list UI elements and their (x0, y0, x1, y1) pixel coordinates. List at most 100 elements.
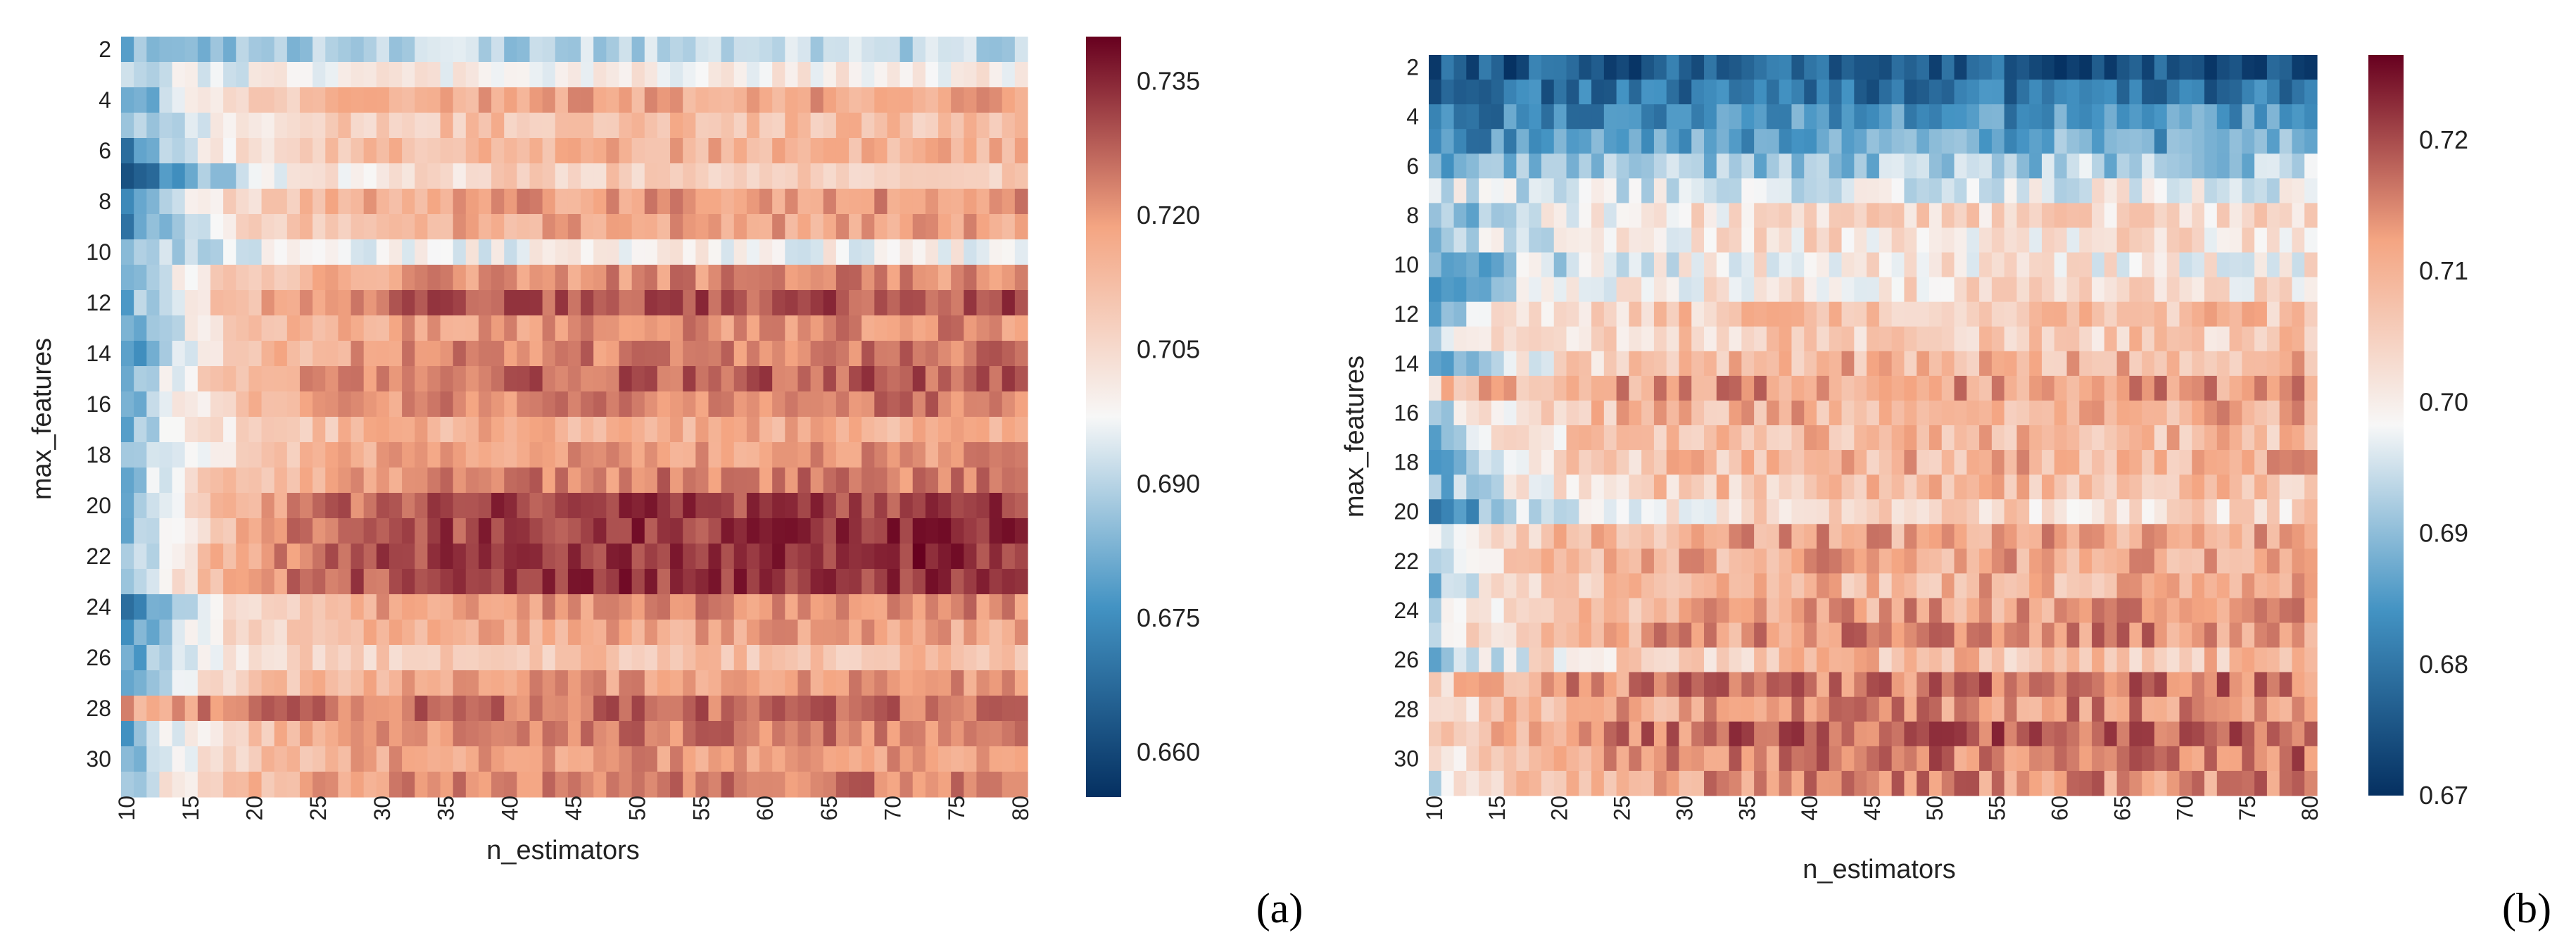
y-tick-label: 14 (86, 341, 111, 366)
heatmap-cell (887, 417, 901, 443)
heatmap-cell (197, 366, 211, 392)
heatmap-cell (1991, 178, 2005, 203)
heatmap-cell (581, 163, 594, 189)
heatmap-cell (1553, 573, 1567, 599)
heatmap-cell (1854, 475, 1867, 500)
heatmap-cell (415, 391, 428, 418)
heatmap-cell (989, 239, 1003, 265)
heatmap-cell (1453, 573, 1467, 599)
heatmap-cell (1867, 400, 1880, 426)
heatmap-cell (1854, 326, 1867, 352)
heatmap-cell (708, 341, 722, 367)
heatmap-cell (402, 696, 415, 722)
x-tick-label: 25 (1610, 796, 1635, 821)
heatmap-cell (1603, 770, 1617, 796)
heatmap-cell (2216, 647, 2230, 673)
heatmap-cell (1754, 153, 1767, 179)
heatmap-cell (1867, 524, 1880, 549)
heatmap-cell (172, 620, 186, 646)
heatmap-cell (785, 493, 799, 519)
heatmap-cell (1741, 129, 1755, 154)
heatmap-cell (1954, 524, 1967, 549)
heatmap-cell (912, 214, 926, 240)
heatmap-cell (2279, 499, 2293, 525)
heatmap-cell (1529, 696, 1542, 722)
heatmap-cell (1716, 425, 1730, 451)
heatmap-cell (849, 772, 862, 798)
heatmap-cell (465, 214, 479, 240)
heatmap-cell (644, 37, 658, 63)
heatmap-cell (2229, 153, 2242, 179)
heatmap-cell (1917, 203, 1930, 229)
heatmap-cell (312, 544, 326, 570)
heatmap-cell (248, 265, 263, 291)
heatmap-cell (657, 163, 671, 189)
heatmap-cell (593, 544, 607, 570)
heatmap-cell (1603, 400, 1617, 426)
heatmap-cell (210, 214, 224, 240)
heatmap-cell (1553, 450, 1567, 475)
heatmap-cell (759, 113, 773, 139)
heatmap-cell (1867, 129, 1880, 154)
heatmap-cell (797, 214, 812, 240)
heatmap-cell (1691, 450, 1705, 475)
heatmap-cell (989, 366, 1003, 392)
heatmap-cell (1641, 129, 1655, 154)
heatmap-cell (2066, 524, 2080, 549)
heatmap-cell (2192, 746, 2205, 772)
heatmap-cell (1691, 252, 1705, 278)
heatmap-cell (223, 594, 236, 620)
heatmap-cell (1653, 450, 1667, 475)
heatmap-cell (1829, 573, 1843, 599)
heatmap-cell (299, 138, 313, 164)
heatmap-cell (299, 214, 313, 240)
heatmap-cell (2142, 746, 2155, 772)
heatmap-cell (1791, 573, 1805, 599)
heatmap-cell (1891, 450, 1905, 475)
heatmap-cell (1616, 425, 1629, 451)
heatmap-cell (1704, 252, 1717, 278)
heatmap-cell (2229, 524, 2242, 549)
heatmap-cell (1616, 203, 1629, 229)
heatmap-cell (2266, 178, 2280, 203)
heatmap-cell (440, 163, 454, 189)
heatmap-cell (631, 594, 645, 620)
heatmap-cell (951, 391, 964, 418)
heatmap-cell (2216, 129, 2230, 154)
heatmap-cell (2229, 227, 2242, 253)
heatmap-cell (504, 569, 517, 595)
heatmap-cell (1716, 252, 1730, 278)
heatmap-cell (363, 620, 377, 646)
heatmap-cell (1867, 252, 1880, 278)
heatmap-cell (861, 315, 875, 341)
heatmap-cell (440, 214, 454, 240)
heatmap-cell (1817, 499, 1830, 525)
heatmap-cell (951, 772, 964, 798)
heatmap-cell (1841, 326, 1855, 352)
heatmap-cell (1741, 647, 1755, 673)
heatmap-cell (925, 518, 939, 544)
heatmap-cell (1954, 178, 1967, 203)
heatmap-cell (708, 670, 722, 696)
heatmap-cell (427, 214, 441, 240)
heatmap-cell (2204, 425, 2218, 451)
heatmap-cell (351, 772, 365, 798)
heatmap-cell (1704, 227, 1717, 253)
heatmap-cell (2041, 178, 2055, 203)
heatmap-cell (2229, 622, 2242, 648)
heatmap-cell (1716, 524, 1730, 549)
heatmap-cell (542, 645, 556, 671)
heatmap-cell (2066, 499, 2080, 525)
heatmap-cell (951, 87, 964, 113)
heatmap-cell (121, 493, 134, 519)
heatmap-cell (2242, 524, 2255, 549)
heatmap-cell (1729, 203, 1742, 229)
heatmap-cell (1653, 499, 1667, 525)
heatmap-cell (1779, 129, 1793, 154)
heatmap-cell (491, 620, 505, 646)
heatmap-cell (2054, 178, 2068, 203)
heatmap-cell (491, 746, 505, 772)
heatmap-cell (542, 620, 556, 646)
heatmap-cell (286, 315, 301, 341)
heatmap-cell (835, 746, 850, 772)
